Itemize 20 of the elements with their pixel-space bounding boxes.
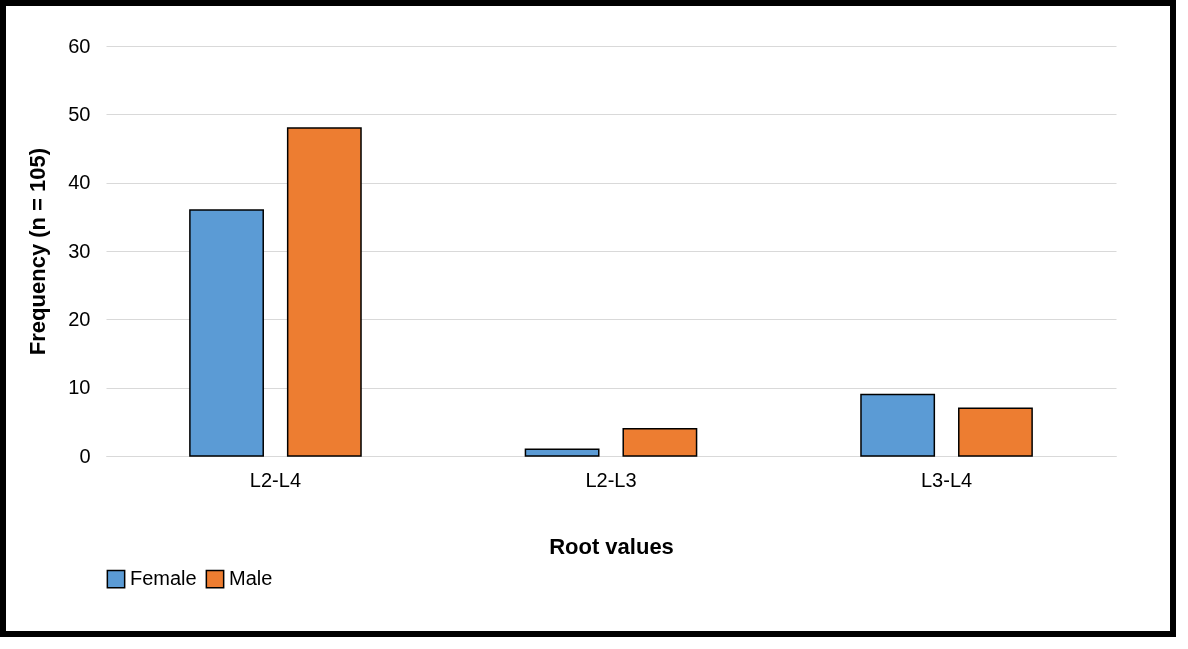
- y-tick-label: 10: [68, 376, 91, 399]
- bar: [189, 209, 264, 457]
- x-tick-label: L2-L3: [585, 468, 637, 491]
- legend-label: Male: [229, 567, 273, 590]
- y-tick-label: 0: [79, 444, 91, 467]
- bar: [860, 393, 936, 457]
- legend-label: Female: [130, 567, 197, 590]
- bar: [622, 427, 698, 457]
- y-tick-label: 50: [68, 102, 91, 125]
- bar: [524, 448, 600, 457]
- y-tick-label: 60: [68, 34, 91, 57]
- y-tick-label: 30: [68, 239, 91, 262]
- bar: [286, 127, 362, 457]
- y-tick-label: 20: [68, 307, 91, 330]
- y-tick-label: 40: [68, 171, 91, 194]
- x-axis-title: Root values: [549, 533, 674, 559]
- y-axis-title: Frequency (n = 105): [25, 147, 51, 356]
- x-tick-label: L3-L4: [920, 468, 973, 491]
- x-tick-label: L2-L4: [249, 468, 302, 491]
- bar: [958, 407, 1033, 457]
